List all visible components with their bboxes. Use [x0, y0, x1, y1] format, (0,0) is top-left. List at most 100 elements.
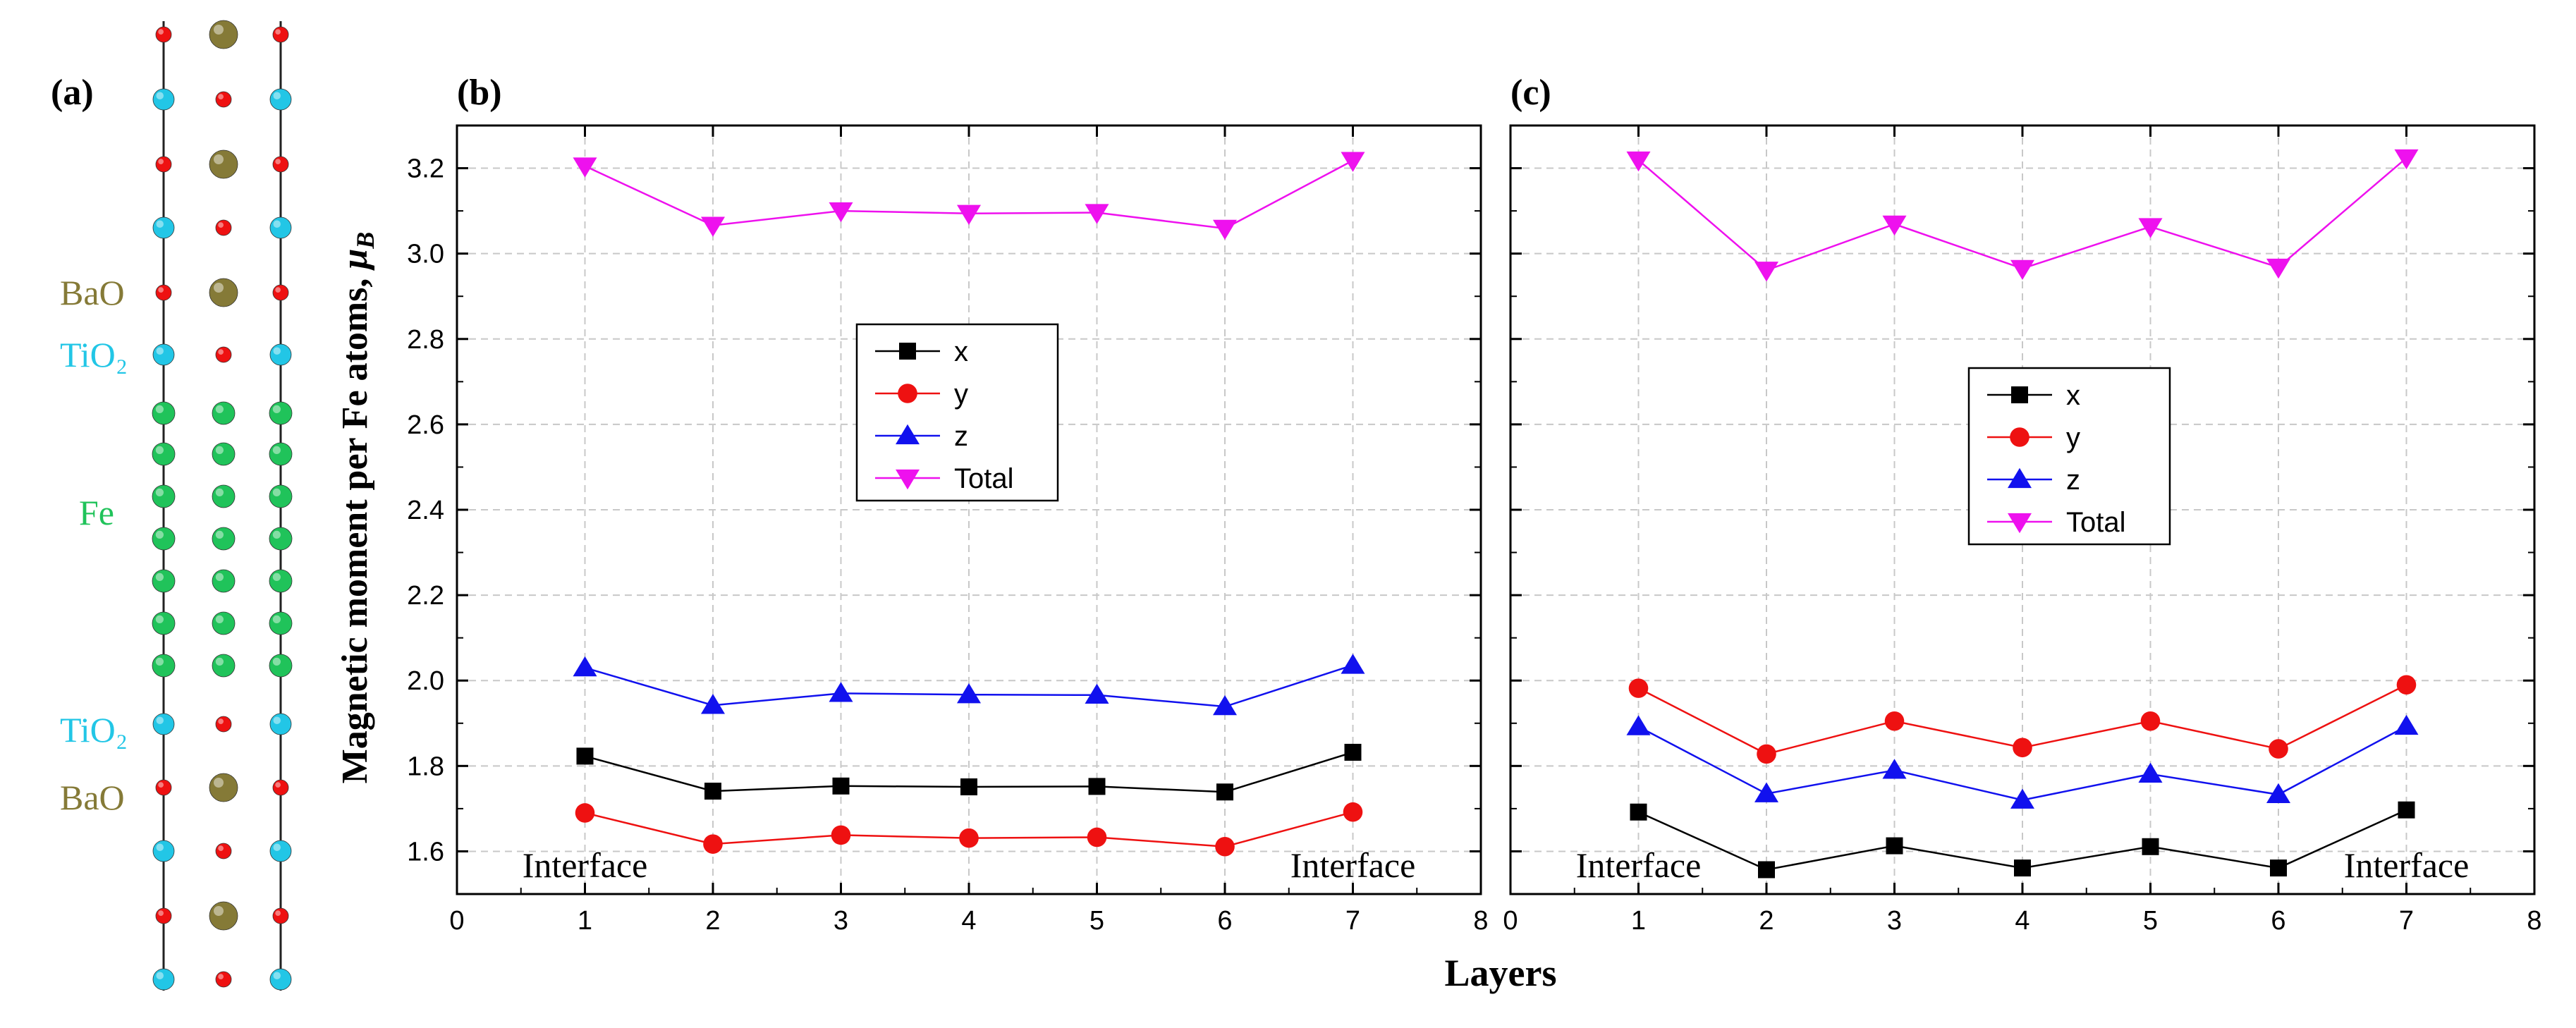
iron-atom	[212, 401, 236, 425]
oxygen-atom	[215, 91, 232, 108]
oxygen-atom-highlight	[275, 159, 281, 164]
titanium-atom	[269, 343, 292, 366]
data-point-triangle-down	[1212, 219, 1238, 240]
x-tick-label: 7	[2399, 906, 2414, 936]
iron-atom	[152, 654, 176, 678]
x-tick-label: 1	[1631, 906, 1646, 936]
x-tick-label: 6	[1217, 906, 1232, 936]
series-y	[575, 802, 1363, 857]
oxygen-atom-highlight	[218, 718, 224, 724]
interface-annotation: Interface	[1290, 845, 1416, 885]
legend-entry: y	[875, 379, 968, 410]
y-axis-title: Magnetic moment per Fe atoms, μB	[335, 232, 379, 784]
x-tick-label: 2	[1759, 906, 1774, 936]
iron-atom	[152, 611, 176, 635]
x-tick-label: 0	[1503, 906, 1518, 936]
data-point-triangle-up	[895, 424, 920, 445]
titanium-atom	[152, 88, 175, 111]
label-fe: Fe	[79, 493, 114, 532]
titanium-atom-highlight	[273, 843, 281, 851]
y-tick-label: 2.0	[407, 666, 444, 696]
data-point-circle	[2140, 711, 2161, 731]
barium-atom-highlight	[214, 906, 224, 916]
oxygen-atom-highlight	[218, 349, 224, 355]
iron-atom-highlight	[155, 573, 164, 582]
iron-atom	[269, 611, 293, 635]
barium-atom-highlight	[214, 283, 224, 293]
series-z	[573, 654, 1365, 716]
series-total	[573, 152, 1365, 240]
titanium-atom	[152, 343, 175, 366]
oxygen-atom-highlight	[218, 845, 224, 851]
y-tick-label: 3.2	[407, 154, 444, 184]
barium-atom-highlight	[214, 25, 224, 35]
interface-annotation: Interface	[1576, 845, 1702, 885]
data-point-triangle-up	[573, 656, 597, 677]
data-point-circle	[575, 803, 595, 823]
interface-annotation: Interface	[523, 845, 648, 885]
data-point-triangle-up	[2266, 783, 2291, 804]
titanium-atom-highlight	[273, 972, 281, 979]
iron-atom-highlight	[272, 488, 281, 497]
titanium-atom-highlight	[156, 220, 164, 228]
oxygen-atom	[272, 779, 289, 796]
titanium-atom-highlight	[273, 220, 281, 228]
iron-atom	[269, 484, 293, 508]
iron-atom-highlight	[155, 615, 164, 624]
barium-atom	[209, 278, 238, 307]
iron-atom	[212, 569, 236, 593]
legend-label: z	[2066, 465, 2080, 496]
titanium-atom-highlight	[156, 972, 164, 979]
x-tick-label: 8	[1473, 906, 1488, 936]
legend-box	[1967, 367, 2171, 546]
barium-atom	[209, 149, 238, 179]
iron-atom-highlight	[272, 405, 281, 414]
barium-atom	[209, 901, 238, 931]
x-tick-label: 0	[449, 906, 464, 936]
iron-atom-highlight	[272, 446, 281, 455]
y-tick-label: 2.6	[407, 410, 444, 440]
data-point-triangle-up	[956, 683, 982, 704]
iron-atom	[269, 527, 293, 551]
iron-atom	[269, 401, 293, 425]
iron-atom	[152, 401, 176, 425]
data-point-triangle-up	[1626, 715, 1651, 735]
label-bao-bottom: BaO	[60, 778, 125, 817]
titanium-atom-highlight	[156, 843, 164, 851]
barium-atom-highlight	[214, 154, 224, 164]
data-point-circle	[959, 828, 979, 848]
iron-atom-highlight	[215, 488, 224, 497]
y-tick-label: 2.8	[407, 325, 444, 355]
data-point-square	[1630, 803, 1647, 821]
chart-panel-b: 0 1 2 3 4 5 6 7 8 1.6 1.8 2.0 2.2 2.4 2.6 2.8 3.0 3.2 Inte…	[407, 124, 1489, 936]
oxygen-atom	[272, 284, 289, 301]
x-tick-label: 2	[705, 906, 720, 936]
legend-label: x	[954, 336, 968, 367]
oxygen-atom	[272, 907, 289, 924]
oxygen-atom	[215, 716, 232, 733]
iron-atom	[212, 442, 236, 466]
iron-atom-highlight	[272, 530, 281, 539]
oxygen-atom-highlight	[158, 29, 164, 35]
titanium-atom	[269, 840, 292, 862]
iron-atom	[212, 484, 236, 508]
data-point-triangle-up	[2394, 714, 2419, 735]
titanium-atom	[269, 88, 292, 111]
data-point-square	[2011, 386, 2028, 403]
barium-atom-highlight	[214, 778, 224, 788]
data-point-triangle-down	[2138, 218, 2163, 238]
oxygen-atom	[155, 26, 172, 43]
x-tick-label: 5	[1089, 906, 1104, 936]
legend-label: Total	[954, 463, 1014, 494]
titanium-atom-highlight	[156, 92, 164, 99]
x-axis-title: Layers	[1445, 952, 1557, 994]
series-total	[1626, 149, 2419, 282]
x-tick-label: 3	[834, 906, 848, 936]
data-point-square	[2014, 859, 2031, 877]
oxygen-atom-highlight	[275, 29, 281, 35]
legend-label: y	[954, 379, 968, 410]
iron-atom	[269, 442, 293, 466]
oxygen-atom-highlight	[275, 782, 281, 788]
legend-label: y	[2066, 422, 2080, 453]
